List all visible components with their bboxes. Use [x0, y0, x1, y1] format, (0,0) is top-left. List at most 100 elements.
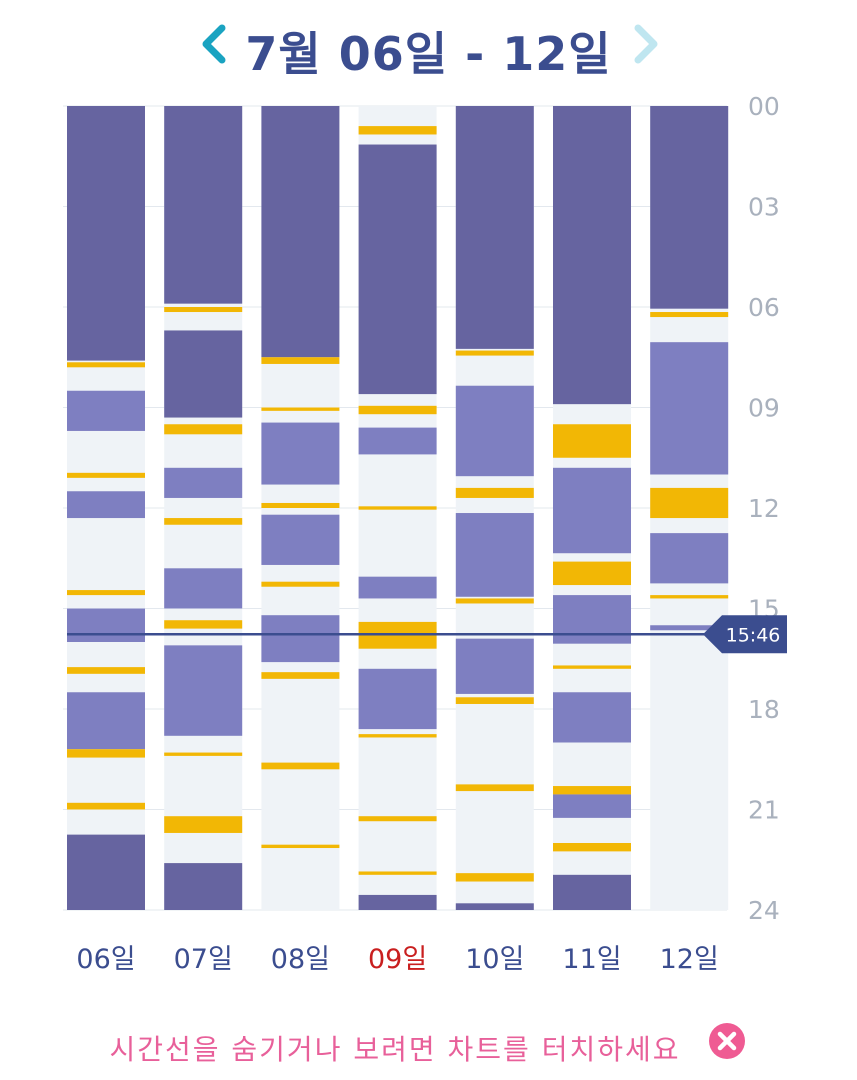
event-block[interactable] [358, 734, 437, 738]
sleep-block[interactable] [164, 330, 243, 418]
event-block[interactable] [67, 749, 145, 758]
activity-block[interactable] [650, 625, 729, 631]
activity-block[interactable] [553, 595, 631, 644]
y-tick-label: 03 [748, 193, 780, 222]
prev-week-button[interactable] [186, 12, 246, 76]
event-block[interactable] [455, 873, 534, 882]
event-block[interactable] [455, 697, 534, 704]
chevron-right-icon [634, 24, 658, 64]
day-label: 08일 [271, 944, 330, 975]
event-block[interactable] [67, 362, 145, 368]
event-block[interactable] [358, 816, 437, 822]
sleep-block[interactable] [650, 106, 729, 309]
activity-block[interactable] [67, 491, 145, 519]
event-block[interactable] [261, 672, 340, 679]
day-label: 10일 [465, 944, 524, 975]
weekly-timeline-chart[interactable]: 06일 07일 08일 09일 10일 11일 12일0003060912151821241… [0, 96, 857, 1026]
current-time-label: 15:46 [726, 624, 781, 646]
event-block[interactable] [553, 561, 631, 586]
event-block[interactable] [650, 595, 729, 599]
activity-block[interactable] [650, 533, 729, 584]
day-label: 11일 [562, 944, 621, 975]
activity-block[interactable] [455, 385, 534, 477]
sleep-block[interactable] [455, 106, 534, 349]
event-block[interactable] [261, 581, 340, 587]
activity-block[interactable] [553, 692, 631, 743]
event-block[interactable] [67, 802, 145, 810]
event-block[interactable] [455, 598, 534, 604]
activity-block[interactable] [164, 467, 243, 498]
event-block[interactable] [358, 405, 437, 415]
activity-block[interactable] [261, 615, 340, 663]
sleep-block[interactable] [164, 863, 243, 910]
activity-block[interactable] [67, 608, 145, 643]
sleep-block[interactable] [261, 106, 340, 358]
y-tick-label: 24 [748, 896, 780, 925]
event-block[interactable] [261, 357, 340, 364]
event-block[interactable] [650, 487, 729, 519]
next-week-button[interactable] [614, 12, 674, 76]
activity-block[interactable] [358, 427, 437, 455]
activity-block[interactable] [358, 668, 437, 730]
day-label: 12일 [660, 944, 719, 975]
activity-block[interactable] [650, 342, 729, 475]
activity-block[interactable] [67, 692, 145, 750]
event-block[interactable] [164, 307, 243, 313]
event-block[interactable] [164, 518, 243, 525]
event-block[interactable] [553, 843, 631, 852]
sleep-block[interactable] [358, 894, 437, 910]
chevron-left-icon [202, 24, 226, 64]
event-block[interactable] [455, 487, 534, 498]
event-block[interactable] [553, 665, 631, 669]
event-block[interactable] [553, 424, 631, 458]
event-block[interactable] [261, 502, 340, 508]
event-block[interactable] [164, 816, 243, 833]
activity-block[interactable] [358, 576, 437, 599]
day-label: 07일 [174, 944, 233, 975]
activity-block[interactable] [455, 638, 534, 694]
y-tick-label: 21 [748, 796, 780, 825]
event-block[interactable] [164, 752, 243, 756]
week-range-title: 7월 06일 - 12일 [245, 27, 612, 81]
sleep-block[interactable] [164, 106, 243, 304]
event-block[interactable] [67, 472, 145, 478]
event-block[interactable] [650, 312, 729, 318]
sleep-block[interactable] [358, 144, 437, 395]
hint-bar: 시간선을 숨기거나 보려면 차트를 터치하세요 [0, 1020, 857, 1070]
activity-block[interactable] [67, 390, 145, 431]
close-hint-button[interactable] [708, 1022, 746, 1060]
day-label: 09일 [368, 944, 427, 975]
sleep-block[interactable] [553, 106, 631, 405]
activity-block[interactable] [164, 568, 243, 609]
event-block[interactable] [164, 620, 243, 629]
event-block[interactable] [261, 762, 340, 770]
event-block[interactable] [358, 871, 437, 875]
activity-block[interactable] [553, 467, 631, 554]
y-tick-label: 18 [748, 695, 780, 724]
activity-block[interactable] [261, 514, 340, 565]
close-icon [709, 1023, 745, 1059]
event-block[interactable] [358, 126, 437, 135]
sleep-block[interactable] [67, 106, 145, 361]
activity-block[interactable] [553, 794, 631, 818]
current-time-tag [703, 615, 787, 654]
event-block[interactable] [67, 590, 145, 596]
event-block[interactable] [261, 407, 340, 411]
event-block[interactable] [455, 350, 534, 356]
activity-block[interactable] [455, 513, 534, 597]
activity-block[interactable] [164, 645, 243, 736]
sleep-block[interactable] [553, 874, 631, 910]
y-tick-label: 06 [748, 293, 780, 322]
event-block[interactable] [455, 784, 534, 792]
event-block[interactable] [553, 786, 631, 795]
event-block[interactable] [261, 844, 340, 849]
sleep-block[interactable] [455, 903, 534, 910]
activity-block[interactable] [261, 422, 340, 485]
sleep-block[interactable] [67, 834, 145, 910]
event-block[interactable] [358, 506, 437, 510]
y-tick-label: 12 [748, 494, 780, 523]
week-header: 7월 06일 - 12일 [0, 12, 857, 81]
event-block[interactable] [164, 424, 243, 435]
day-label: 06일 [76, 944, 135, 975]
event-block[interactable] [67, 667, 145, 674]
